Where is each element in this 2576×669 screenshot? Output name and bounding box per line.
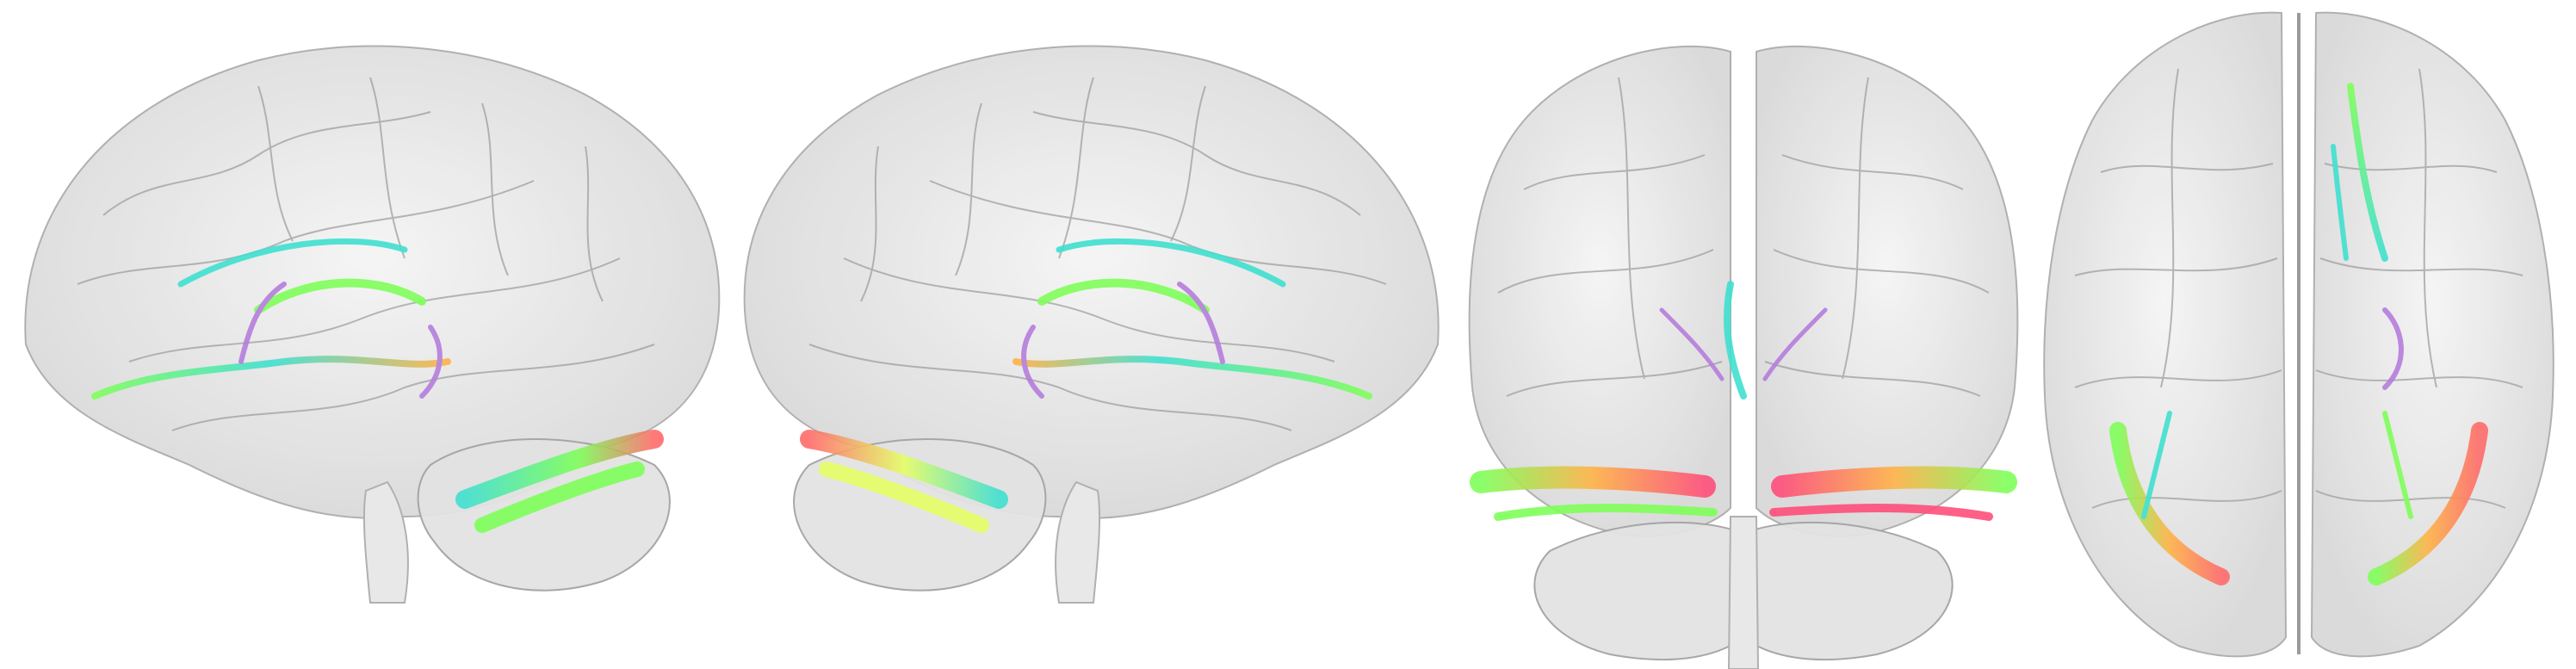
white-matter-tracts	[1470, 281, 2017, 521]
posterior-brain-svg	[1468, 46, 2019, 669]
left-lateral-brain-svg	[24, 45, 721, 604]
right-lateral-view	[723, 0, 1464, 669]
brainstem-surface	[1727, 516, 1760, 669]
left-hemisphere-surface	[2043, 11, 2288, 658]
superior-brain-svg	[2043, 11, 2554, 658]
posterior-view	[1446, 0, 2040, 669]
left-hemisphere-surface	[1468, 46, 1731, 537]
gyri-contours	[808, 77, 1387, 431]
white-matter-tracts	[2109, 83, 2488, 585]
superior-view	[2023, 0, 2576, 669]
brainstem-surface	[362, 480, 409, 604]
gyri-contours	[1497, 77, 1990, 397]
white-matter-tracts	[91, 238, 664, 533]
gyri-contours	[2074, 68, 2523, 509]
right-hemisphere-surface	[1756, 46, 2019, 537]
gyri-contours	[77, 77, 655, 431]
right-lateral-brain-svg	[743, 45, 1440, 604]
white-matter-tracts	[800, 238, 1372, 533]
right-hemisphere-surface	[2310, 11, 2554, 658]
left-lateral-view	[0, 0, 740, 669]
brainstem-surface	[1055, 480, 1101, 604]
